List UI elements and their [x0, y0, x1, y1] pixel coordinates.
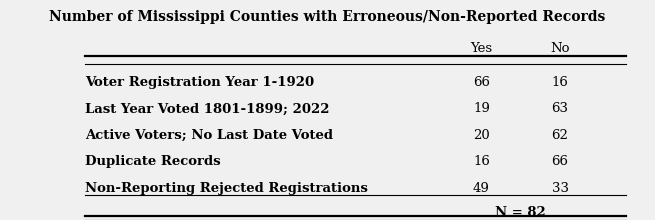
Text: Last Year Voted 1801-1899; 2022: Last Year Voted 1801-1899; 2022 [85, 102, 329, 115]
Text: Voter Registration Year 1-1920: Voter Registration Year 1-1920 [85, 76, 314, 89]
Text: No: No [550, 42, 570, 55]
Text: 16: 16 [552, 76, 569, 89]
Text: 19: 19 [473, 102, 490, 115]
Text: Number of Mississippi Counties with Erroneous/Non-Reported Records: Number of Mississippi Counties with Erro… [49, 10, 606, 24]
Text: 33: 33 [552, 182, 569, 194]
Text: 16: 16 [473, 155, 490, 168]
Text: Yes: Yes [470, 42, 493, 55]
Text: 66: 66 [473, 76, 490, 89]
Text: Active Voters; No Last Date Voted: Active Voters; No Last Date Voted [85, 129, 333, 142]
Text: Duplicate Records: Duplicate Records [85, 155, 221, 168]
Text: 20: 20 [473, 129, 490, 142]
Text: N = 82: N = 82 [495, 206, 546, 219]
Text: Non-Reporting Rejected Registrations: Non-Reporting Rejected Registrations [85, 182, 368, 194]
Text: 63: 63 [552, 102, 569, 115]
Text: 62: 62 [552, 129, 569, 142]
Text: 49: 49 [473, 182, 490, 194]
Text: 66: 66 [552, 155, 569, 168]
